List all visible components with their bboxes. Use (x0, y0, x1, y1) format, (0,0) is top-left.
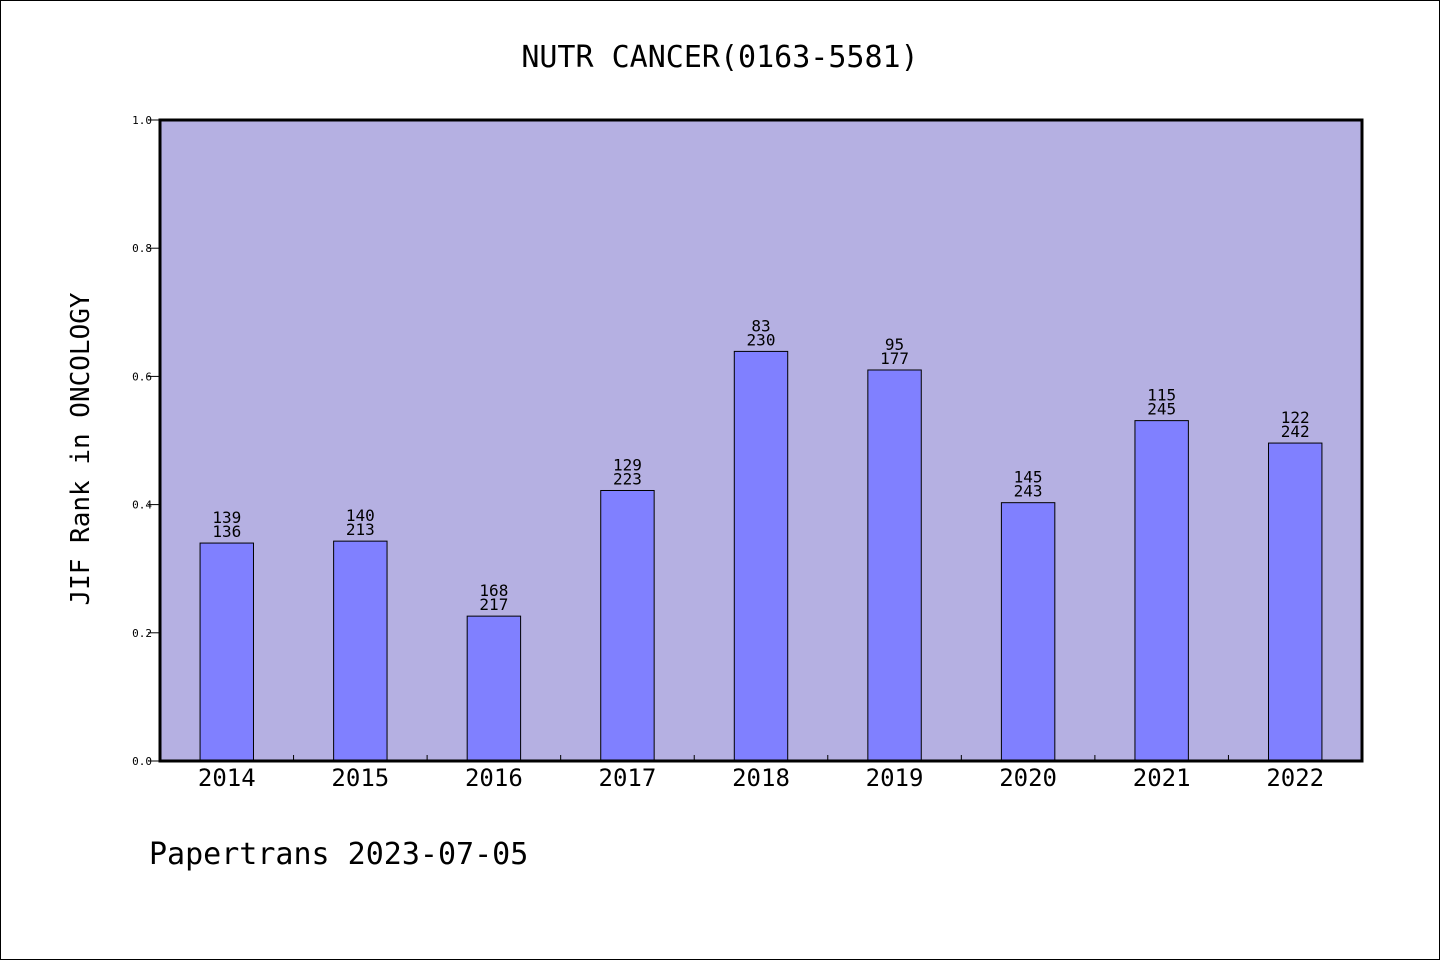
footer-date-stamp: Papertrans 2023-07-05 (149, 837, 528, 872)
x-tick-label-2019: 2019 (866, 764, 924, 792)
bar-2016 (466, 615, 522, 762)
bar-label-total-2021: 245 (1147, 400, 1176, 419)
x-tick-label-2022: 2022 (1266, 764, 1324, 792)
x-tick-label-2021: 2021 (1133, 764, 1191, 792)
bar-2019 (867, 369, 922, 762)
chart-title: NUTR CANCER(0163-5581) (521, 40, 918, 75)
bar-label-total-2017: 223 (613, 469, 642, 488)
bars-group (199, 350, 1323, 762)
y-tick-label: 0.2 (132, 627, 152, 640)
x-tick-label-2016: 2016 (465, 764, 523, 792)
x-axis-ticks: 2014 2015 2016 2017 2018 2019 2020 2021 2022 (198, 755, 1324, 792)
y-axis-label: JIF Rank in ONCOLOGY (66, 292, 96, 605)
y-tick-label: 1.0 (132, 114, 152, 127)
bar-label-rank-2015: 140 (346, 506, 375, 525)
x-tick-label-2015: 2015 (331, 764, 389, 792)
bar-2014 (199, 542, 254, 762)
bar-label-rank-2014: 139 (212, 508, 241, 527)
bar-2022 (1268, 442, 1323, 762)
bar-label-rank-2019: 95 (885, 335, 904, 354)
y-tick-label: 0.6 (132, 370, 152, 383)
y-tick-label: 0.8 (132, 242, 152, 255)
bar-2015 (333, 540, 388, 762)
bar-label-rank-2016: 168 (479, 581, 508, 600)
bar-label-rank-2017: 129 (613, 455, 642, 474)
bar-label-rank-2022: 122 (1281, 408, 1310, 427)
x-tick-label-2020: 2020 (999, 764, 1057, 792)
bar-label-total-2018: 230 (747, 330, 776, 349)
bar-label-rank-2020: 145 (1014, 468, 1043, 487)
x-tick-label-2017: 2017 (599, 764, 657, 792)
plot-border (158, 118, 1364, 763)
y-axis-ticks: 0.0 0.2 0.4 0.6 0.8 1.0 (132, 114, 160, 768)
bar-label-rank-2018: 83 (751, 316, 770, 335)
x-tick-label-2014: 2014 (198, 764, 256, 792)
bar-label-total-2016: 217 (479, 595, 508, 614)
bar-label-total-2022: 242 (1281, 422, 1310, 441)
bar-label-rank-2021: 115 (1147, 386, 1176, 405)
bar-label-total-2014: 136 (212, 522, 241, 541)
bar-label-total-2019: 177 (880, 349, 909, 368)
x-tick-label-2018: 2018 (732, 764, 790, 792)
bar-2020 (1000, 502, 1056, 762)
bar-2017 (600, 489, 655, 762)
y-tick-label: 0.0 (132, 755, 152, 768)
bar-2018 (733, 350, 789, 762)
bar-2021 (1134, 420, 1189, 762)
bar-label-total-2020: 243 (1014, 482, 1043, 501)
bar-label-total-2015: 213 (346, 520, 375, 539)
y-tick-label: 0.4 (132, 499, 152, 512)
